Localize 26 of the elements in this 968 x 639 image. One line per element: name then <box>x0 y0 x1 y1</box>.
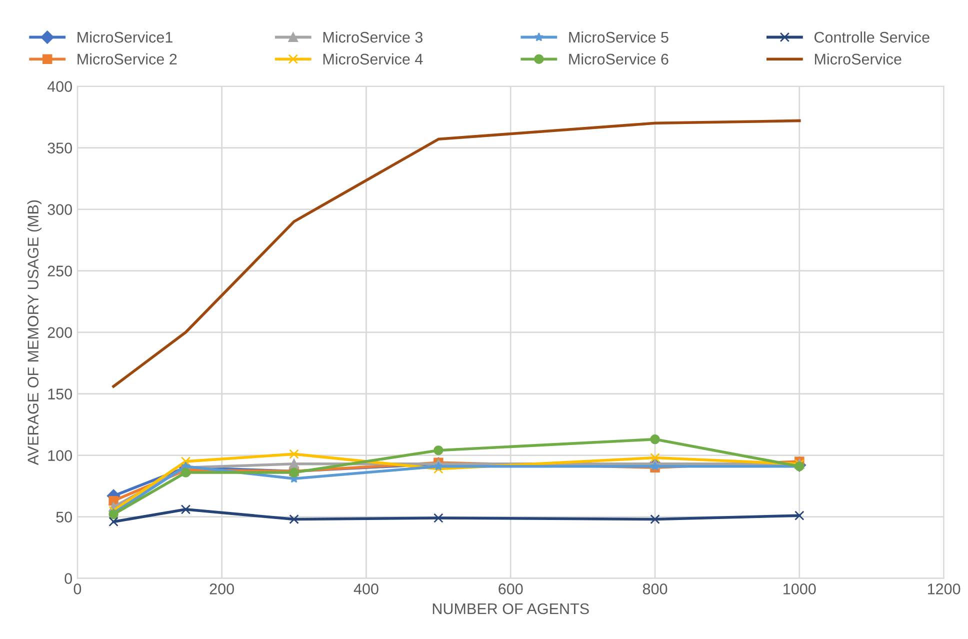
y-tick-label: 200 <box>48 327 72 338</box>
y-tick-label: 250 <box>48 266 72 276</box>
legend-label: MicroService 4 <box>323 53 423 65</box>
y-tick-label: 100 <box>48 450 72 461</box>
y-tick-label: 0 <box>64 573 72 584</box>
y-tick-label: 300 <box>48 204 72 215</box>
legend-label: MicroService 2 <box>78 53 177 65</box>
legend-label: MicroService 6 <box>569 53 668 65</box>
legend-label: MicroService 3 <box>323 31 423 43</box>
x-tick-label: 0 <box>74 584 82 594</box>
y-axis-title: AVERAGE OF MEMORY USAGE (MB) <box>27 200 42 466</box>
legend-label: MicroService1 <box>78 31 172 43</box>
y-tick-label: 350 <box>48 142 72 154</box>
x-tick-label: 200 <box>210 584 234 594</box>
legend-label: MicroService <box>814 53 902 65</box>
legend-label: MicroService 5 <box>569 31 668 43</box>
x-tick-label: 600 <box>498 584 523 594</box>
x-tick-label: 400 <box>354 584 378 594</box>
legend-label: Controlle Service <box>814 31 930 43</box>
x-tick-label: 1200 <box>928 584 960 594</box>
x-tick-label: 1000 <box>784 584 816 594</box>
y-tick-label: 150 <box>48 388 72 400</box>
y-tick-label: 400 <box>47 81 72 92</box>
x-axis-title: NUMBER OF AGENTS <box>432 603 589 614</box>
y-tick-label: 50 <box>56 512 72 522</box>
x-tick-label: 800 <box>642 584 668 594</box>
